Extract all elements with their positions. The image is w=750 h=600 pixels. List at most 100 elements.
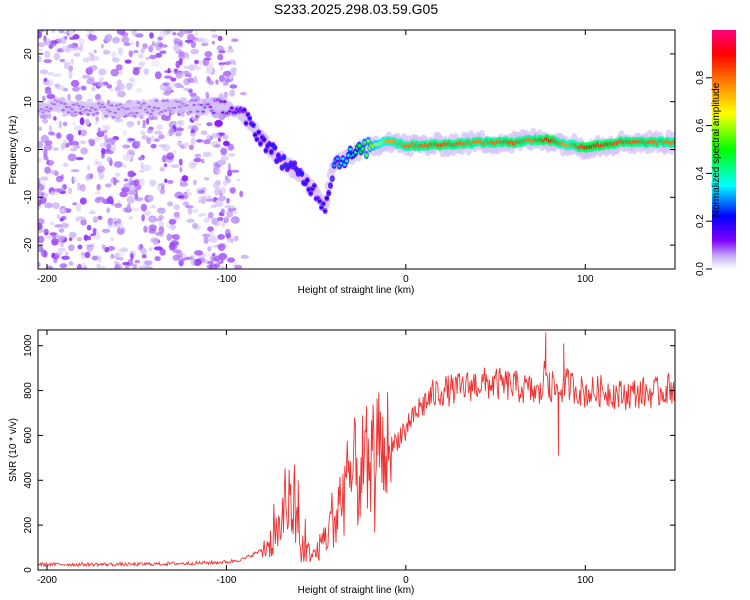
noise-cell <box>217 159 227 166</box>
noise-cell <box>166 222 171 228</box>
noise-cell <box>207 77 212 83</box>
spectrogram-y-label: Frequency (Hz) <box>8 116 19 185</box>
noise-cell <box>59 58 66 63</box>
noise-cell <box>161 44 168 48</box>
noise-cell <box>91 87 96 91</box>
noise-cell <box>101 198 111 204</box>
noise-cell <box>53 116 57 121</box>
noise-cell <box>44 166 51 174</box>
noise-cell <box>153 246 163 251</box>
ridge-core <box>269 150 274 154</box>
noise-cell <box>38 48 44 52</box>
noise-cell <box>188 144 194 151</box>
colorbar: 0.0 0.2 0.4 0.6 0.8 Normalized spectral ampl… <box>695 30 736 276</box>
noise-cell <box>226 237 235 243</box>
noise-cell <box>222 134 229 140</box>
noise-cell <box>183 142 190 148</box>
ridge-core <box>90 106 94 109</box>
noise-cell <box>224 216 229 223</box>
ridge-core <box>147 105 152 108</box>
ridge-core <box>194 99 198 102</box>
noise-cell <box>218 50 226 54</box>
noise-cell <box>220 63 224 72</box>
noise-cell <box>178 30 184 38</box>
noise-cell <box>220 208 225 214</box>
noise-cell <box>181 175 189 182</box>
noise-cell <box>149 204 156 209</box>
noise-cell <box>144 260 153 266</box>
noise-cell <box>96 184 101 191</box>
noise-cell <box>178 50 185 58</box>
noise-cell <box>119 83 126 91</box>
noise-cell <box>74 145 81 149</box>
noise-cell <box>159 30 167 38</box>
colorbar-gradient <box>712 30 736 269</box>
noise-cell <box>40 176 49 181</box>
noise-cell <box>48 131 55 136</box>
noise-cell <box>85 67 94 75</box>
noise-cell <box>207 212 214 219</box>
noise-cell <box>203 236 209 244</box>
noise-cell <box>173 68 178 72</box>
ridge-core <box>199 103 204 107</box>
noise-cell <box>133 50 139 54</box>
noise-cell <box>167 128 176 136</box>
noise-cell <box>217 169 222 175</box>
noise-cell <box>39 69 49 75</box>
spectrogram-x-tick-label: 0 <box>403 274 409 285</box>
noise-cell <box>73 52 81 57</box>
noise-cell <box>122 154 132 162</box>
spectrogram-x-tick-label: -100 <box>216 274 236 285</box>
noise-cell <box>106 156 113 163</box>
noise-cell <box>226 198 231 202</box>
noise-cell <box>125 264 130 269</box>
noise-cell <box>128 216 133 220</box>
noise-cell <box>58 30 65 34</box>
ridge-core <box>274 159 279 163</box>
noise-cell <box>68 137 73 146</box>
noise-cell <box>176 141 184 146</box>
ridge-core <box>264 149 268 152</box>
ridge-core <box>294 167 299 171</box>
noise-cell <box>127 138 136 142</box>
noise-cell <box>113 177 117 186</box>
ridge-core <box>190 99 195 102</box>
noise-cell <box>193 157 202 163</box>
ridge-core <box>61 109 65 112</box>
noise-cell <box>62 121 68 127</box>
noise-cell <box>228 90 235 97</box>
noise-cell <box>77 244 83 250</box>
noise-cell <box>173 44 180 52</box>
snr-frame <box>37 329 676 571</box>
noise-cell <box>110 68 119 77</box>
noise-cell <box>38 126 42 131</box>
noise-cell <box>80 251 85 256</box>
noise-cell <box>228 153 236 157</box>
noise-cell <box>213 255 221 262</box>
noise-cell <box>227 257 236 263</box>
noise-cell <box>70 58 74 65</box>
noise-cell <box>43 59 53 64</box>
noise-cell <box>85 244 94 248</box>
noise-cell <box>218 74 226 83</box>
noise-cell <box>208 231 215 237</box>
noise-cell <box>190 48 199 55</box>
ridge-core <box>219 100 223 103</box>
noise-cell <box>213 220 221 227</box>
noise-cell <box>142 43 148 49</box>
noise-cell <box>172 149 177 155</box>
noise-cell <box>87 55 96 60</box>
noise-cell <box>159 183 165 187</box>
noise-cell <box>182 253 187 260</box>
noise-cell <box>59 263 68 269</box>
noise-cell <box>97 255 102 263</box>
noise-cell <box>76 263 82 269</box>
ridge-core <box>305 178 310 182</box>
ridge-core <box>330 177 335 181</box>
noise-cell <box>132 207 140 212</box>
noise-cell <box>166 152 175 160</box>
noise-cell <box>231 38 239 42</box>
noise-cell <box>126 82 133 91</box>
noise-cell <box>123 178 129 182</box>
